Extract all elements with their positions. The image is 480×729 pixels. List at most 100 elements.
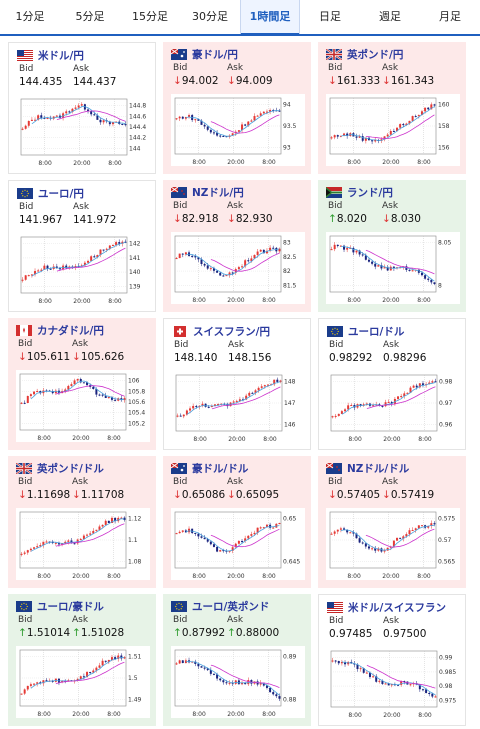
candlestick-chart[interactable]: 0.89 0.88 8:00 20:00 8:00 bbox=[171, 646, 305, 718]
tab-5[interactable]: 日足 bbox=[319, 10, 341, 23]
bid-value: ↓82.918 bbox=[173, 213, 219, 225]
currency-pair-link[interactable]: ユーロ/豪ドル bbox=[37, 600, 104, 613]
currency-pair-link[interactable]: NZドル/ドル bbox=[347, 462, 410, 475]
candlestick-chart[interactable]: 148 147 146 8:00 20:00 8:00 bbox=[172, 371, 306, 443]
tab-0[interactable]: 1分足 bbox=[15, 10, 45, 23]
currency-pair-link[interactable]: スイスフラン/円 bbox=[193, 325, 271, 338]
y-tick-label: 1.12 bbox=[128, 516, 142, 523]
x-tick-label: 8:00 bbox=[262, 573, 276, 580]
rate-card[interactable]: カナダドル/円 Bid Ask ↓105.611 ↓105.626 106 105… bbox=[8, 318, 156, 450]
currency-pair-link[interactable]: 米ドル/スイスフラン bbox=[348, 601, 447, 614]
tab-6[interactable]: 週足 bbox=[379, 10, 401, 23]
y-tick-label: 0.96 bbox=[439, 421, 453, 428]
y-tick-label: 81.5 bbox=[283, 282, 297, 289]
currency-pair-link[interactable]: 米ドル/円 bbox=[38, 49, 84, 62]
au-flag-icon bbox=[171, 462, 187, 474]
currency-pair-link[interactable]: 豪ドル/ドル bbox=[192, 462, 249, 475]
rate-card[interactable]: ユーロ/英ポンド Bid Ask ↑0.87992 ↑0.88000 0.89 0… bbox=[163, 594, 311, 726]
candlestick-chart[interactable]: 0.575 0.57 0.565 8:00 20:00 8:00 bbox=[326, 508, 460, 580]
currency-pair-link[interactable]: ユーロ/英ポンド bbox=[192, 600, 270, 613]
x-tick-label: 8:00 bbox=[417, 573, 431, 580]
tab-1[interactable]: 5分足 bbox=[75, 10, 105, 23]
y-tick-label: 0.97 bbox=[439, 400, 453, 407]
bid-value: 141.967 bbox=[19, 214, 63, 226]
x-tick-label: 8:00 bbox=[418, 712, 432, 719]
y-tick-label: 82.5 bbox=[283, 254, 297, 261]
currency-pair-link[interactable]: ランド/円 bbox=[347, 186, 393, 199]
ask-value: ↓1.11708 bbox=[72, 489, 125, 501]
card-header: 豪ドル/円 bbox=[171, 47, 238, 61]
card-header: ユーロ/ドル bbox=[327, 324, 404, 338]
currency-pair-link[interactable]: カナダドル/円 bbox=[37, 324, 104, 337]
card-header: ユーロ/円 bbox=[17, 186, 84, 200]
ask-label: Ask bbox=[73, 64, 90, 74]
ch-flag-icon bbox=[172, 325, 188, 337]
x-tick-label: 20:00 bbox=[72, 573, 89, 580]
x-tick-label: 8:00 bbox=[262, 711, 276, 718]
y-tick-label: 0.99 bbox=[439, 655, 453, 662]
candlestick-chart[interactable]: 160 158 156 8:00 20:00 8:00 bbox=[326, 94, 460, 166]
rate-card[interactable]: 豪ドル/ドル Bid Ask ↓0.65086 ↓0.65095 0.65 0.6… bbox=[163, 456, 311, 588]
candlestick-chart[interactable]: 0.98 0.97 0.96 8:00 20:00 8:00 bbox=[327, 371, 461, 443]
y-tick-label: 83 bbox=[283, 240, 291, 247]
ask-label: Ask bbox=[383, 616, 400, 626]
rate-card[interactable]: NZドル/円 Bid Ask ↓82.918 ↓82.930 83 82.5 82 8… bbox=[163, 180, 311, 312]
currency-pair-link[interactable]: 英ポンド/円 bbox=[347, 48, 404, 61]
bid-value: ↓161.333 bbox=[328, 75, 381, 87]
y-tick-label: 0.98 bbox=[439, 379, 453, 386]
rate-card[interactable]: スイスフラン/円 Bid Ask 148.140 148.156 148 147 1… bbox=[163, 318, 311, 450]
tab-7[interactable]: 月足 bbox=[439, 10, 461, 23]
bid-label: Bid bbox=[19, 64, 34, 74]
rate-card[interactable]: 英ポンド/円 Bid Ask ↓161.333 ↓161.343 160 158 1… bbox=[318, 42, 466, 174]
y-tick-label: 0.985 bbox=[439, 669, 456, 676]
gb-flag-icon bbox=[326, 48, 342, 60]
eu-flag-icon bbox=[17, 187, 33, 199]
rate-card[interactable]: ユーロ/円 Bid Ask 141.967 141.972 142 141 140 1… bbox=[8, 180, 156, 312]
tab-4[interactable]: 1時間足 bbox=[240, 0, 300, 36]
ask-label: Ask bbox=[382, 63, 399, 73]
currency-pair-link[interactable]: 英ポンド/ドル bbox=[37, 462, 104, 475]
candlestick-chart[interactable]: 142 141 140 139 8:00 20:00 8:00 bbox=[17, 233, 151, 305]
x-tick-label: 20:00 bbox=[73, 298, 90, 305]
bid-label: Bid bbox=[173, 63, 188, 73]
y-tick-label: 144.4 bbox=[129, 124, 146, 131]
candlestick-chart[interactable]: 106 105.8 105.6 105.4 105.2 8:00 20:00 8:00 bbox=[16, 370, 150, 442]
rate-card[interactable]: 豪ドル/円 Bid Ask ↓94.002 ↓94.009 94 93.5 93 8:… bbox=[163, 42, 311, 174]
ask-value: ↑1.51028 bbox=[72, 627, 125, 639]
currency-pair-link[interactable]: ユーロ/円 bbox=[38, 187, 84, 200]
bid-label: Bid bbox=[18, 477, 33, 487]
rate-card[interactable]: 米ドル/スイスフラン Bid Ask 0.97485 0.97500 0.99 0… bbox=[318, 594, 466, 726]
rate-card[interactable]: ランド/円 Bid Ask ↑8.020 ↓8.030 8.05 8 8:00 20:… bbox=[318, 180, 466, 312]
card-header: スイスフラン/円 bbox=[172, 324, 270, 338]
y-tick-label: 160 bbox=[438, 102, 450, 109]
bid-value: 144.435 bbox=[19, 76, 63, 88]
candlestick-chart[interactable]: 1.51 1.5 1.49 8:00 20:00 8:00 bbox=[16, 646, 150, 718]
y-tick-label: 0.57 bbox=[438, 537, 452, 544]
rate-card[interactable]: ユーロ/ドル Bid Ask 0.98292 0.98296 0.98 0.97 0… bbox=[318, 318, 466, 450]
y-tick-label: 1.5 bbox=[128, 675, 138, 682]
bid-label: Bid bbox=[328, 201, 343, 211]
rate-card[interactable]: ユーロ/豪ドル Bid Ask ↑1.51014 ↑1.51028 1.51 1.… bbox=[8, 594, 156, 726]
y-tick-label: 1.08 bbox=[128, 558, 142, 565]
rate-card[interactable]: 英ポンド/ドル Bid Ask ↓1.11698 ↓1.11708 1.12 1.… bbox=[8, 456, 156, 588]
candlestick-chart[interactable]: 144.8 144.6 144.4 144.2 144 8:00 20:00 8:00 bbox=[17, 95, 151, 167]
currency-pair-link[interactable]: ユーロ/ドル bbox=[348, 325, 405, 338]
y-tick-label: 144.6 bbox=[129, 113, 146, 120]
rate-card[interactable]: 米ドル/円 Bid Ask 144.435 144.437 144.8 144.6… bbox=[8, 42, 156, 174]
candlestick-chart[interactable]: 1.12 1.1 1.08 8:00 20:00 8:00 bbox=[16, 508, 150, 580]
card-header: 英ポンド/円 bbox=[326, 47, 403, 61]
bid-label: Bid bbox=[329, 340, 344, 350]
candlestick-chart[interactable]: 83 82.5 82 81.5 8:00 20:00 8:00 bbox=[171, 232, 305, 304]
tab-2[interactable]: 15分足 bbox=[132, 10, 168, 23]
candlestick-chart[interactable]: 0.65 0.645 8:00 20:00 8:00 bbox=[171, 508, 305, 580]
currency-pair-link[interactable]: NZドル/円 bbox=[192, 186, 244, 199]
candlestick-chart[interactable]: 8.05 8 8:00 20:00 8:00 bbox=[326, 232, 460, 304]
currency-pair-link[interactable]: 豪ドル/円 bbox=[192, 48, 238, 61]
candlestick-chart[interactable]: 0.99 0.985 0.98 0.975 8:00 20:00 8:00 bbox=[327, 647, 461, 719]
card-header: NZドル/円 bbox=[171, 185, 244, 199]
tab-3[interactable]: 30分足 bbox=[192, 10, 228, 23]
candlestick-chart[interactable]: 94 93.5 93 8:00 20:00 8:00 bbox=[171, 94, 305, 166]
bid-value: ↓1.11698 bbox=[18, 489, 71, 501]
rate-card[interactable]: NZドル/ドル Bid Ask ↓0.57405 ↓0.57419 0.575 0… bbox=[318, 456, 466, 588]
bid-value: ↓0.65086 bbox=[173, 489, 226, 501]
